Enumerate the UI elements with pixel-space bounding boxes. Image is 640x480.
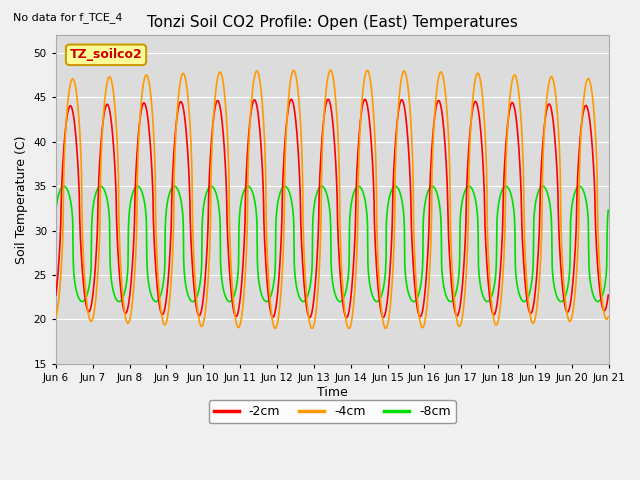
Legend: -2cm, -4cm, -8cm: -2cm, -4cm, -8cm [209,400,456,423]
Text: TZ_soilco2: TZ_soilco2 [70,48,143,61]
Y-axis label: Soil Temperature (C): Soil Temperature (C) [15,135,28,264]
X-axis label: Time: Time [317,385,348,398]
Title: Tonzi Soil CO2 Profile: Open (East) Temperatures: Tonzi Soil CO2 Profile: Open (East) Temp… [147,15,518,30]
Text: No data for f_TCE_4: No data for f_TCE_4 [13,12,122,23]
